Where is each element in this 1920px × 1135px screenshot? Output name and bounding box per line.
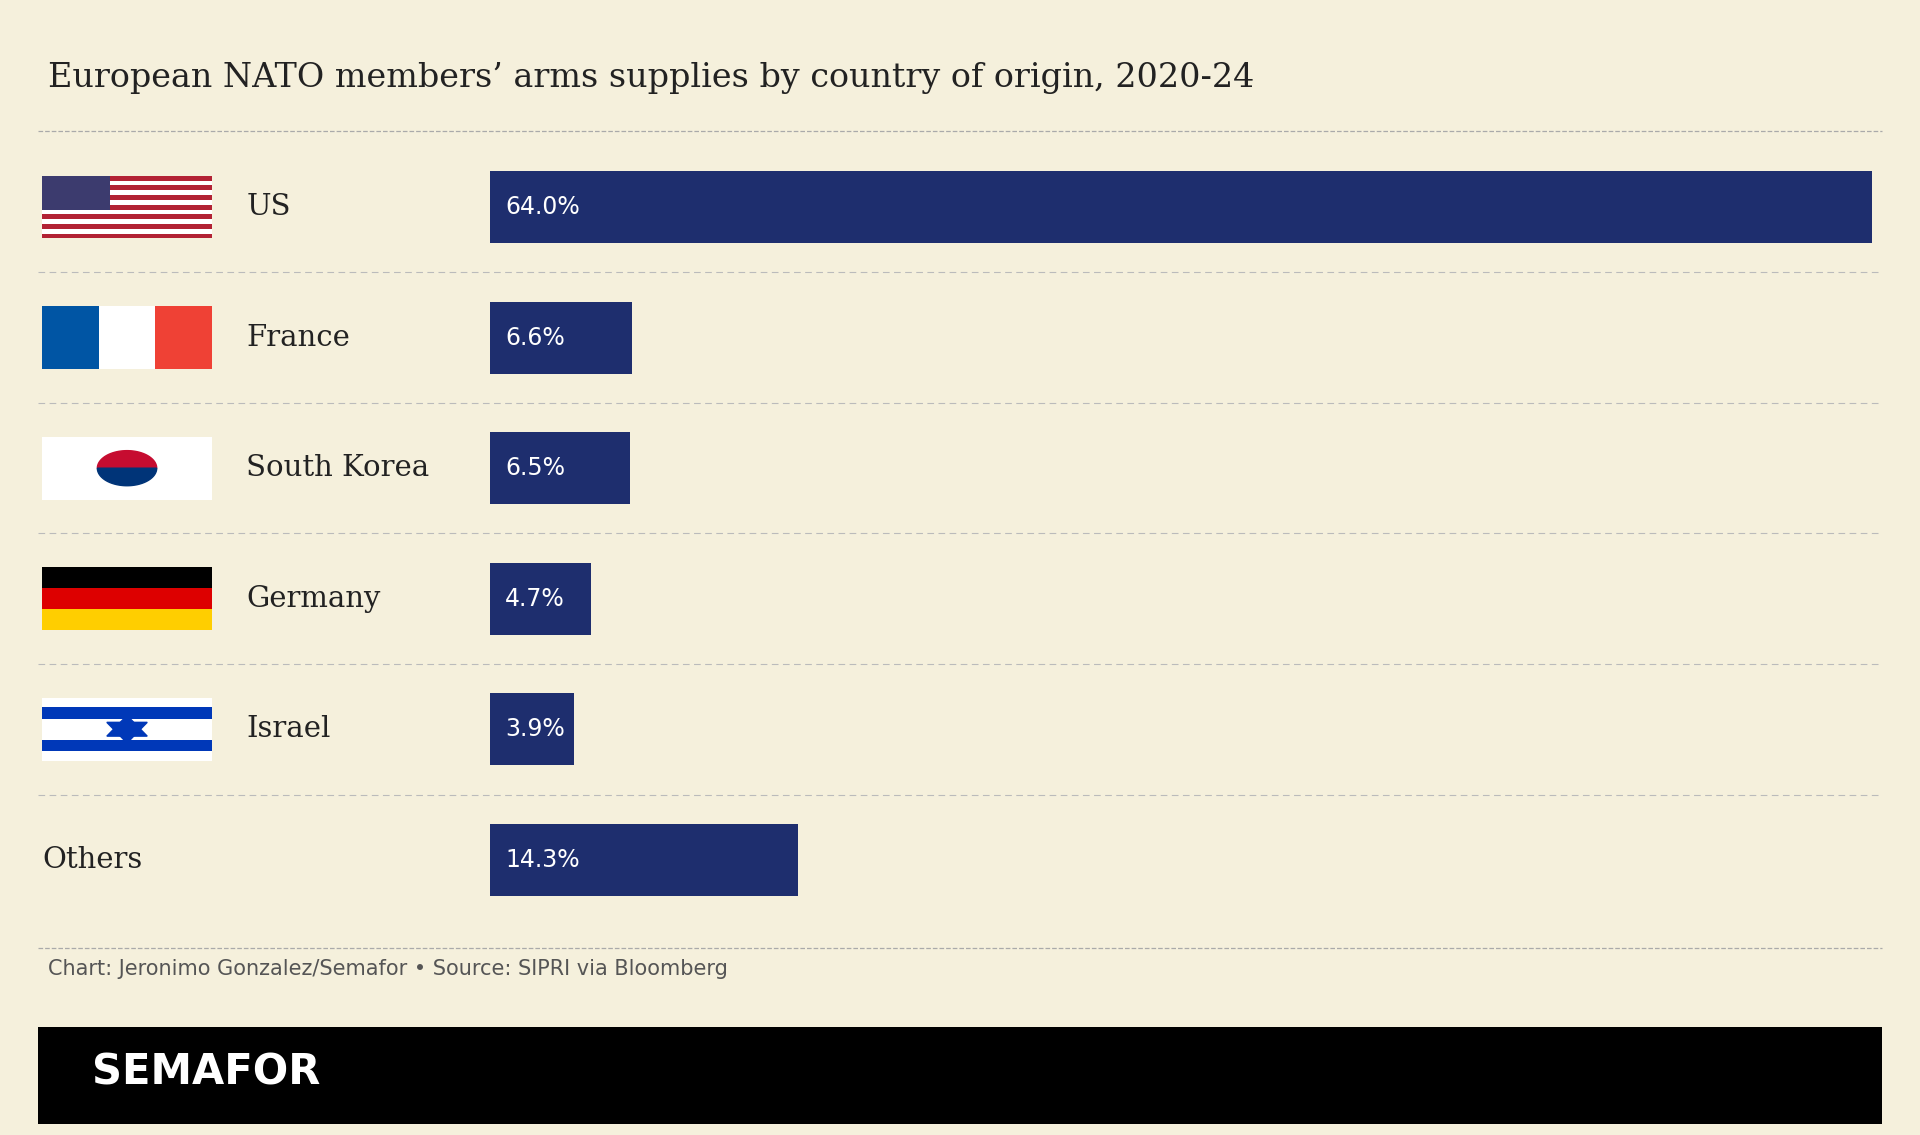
Bar (42, 195, 211, 200)
Bar (42, 698, 211, 760)
Bar (42, 568, 211, 588)
Text: Chart: Jeronimo Gonzalez/Semafor • Source: SIPRI via Bloomberg: Chart: Jeronimo Gonzalez/Semafor • Sourc… (48, 959, 728, 980)
Bar (42, 740, 211, 751)
Bar (42, 229, 211, 234)
Bar (42, 588, 211, 609)
Bar (42, 219, 211, 224)
Bar (42, 180, 211, 185)
Text: 6.6%: 6.6% (505, 326, 564, 350)
Bar (98, 306, 156, 369)
Polygon shape (98, 451, 157, 468)
Bar (42, 224, 211, 229)
Bar (42, 185, 211, 191)
Text: Others: Others (42, 846, 142, 874)
Text: 64.0%: 64.0% (505, 195, 580, 219)
Bar (42, 234, 211, 238)
Bar (42, 176, 211, 180)
Text: 4.7%: 4.7% (505, 587, 564, 611)
Text: France: France (246, 323, 349, 352)
Text: South Korea: South Korea (246, 454, 430, 482)
Text: Germany: Germany (246, 585, 380, 613)
Bar (42, 200, 211, 204)
Text: 6.5%: 6.5% (505, 456, 564, 480)
Text: Israel: Israel (246, 715, 330, 743)
FancyBboxPatch shape (490, 563, 591, 634)
FancyBboxPatch shape (490, 824, 799, 896)
FancyBboxPatch shape (490, 171, 1872, 243)
Polygon shape (108, 715, 148, 737)
Bar (42, 215, 211, 219)
Bar (42, 707, 211, 718)
Polygon shape (98, 468, 157, 486)
Bar (42, 609, 211, 630)
Text: 14.3%: 14.3% (505, 848, 580, 872)
FancyBboxPatch shape (490, 302, 632, 373)
FancyBboxPatch shape (490, 432, 630, 504)
Bar (42, 176, 109, 210)
Bar (42, 306, 98, 369)
Text: US: US (246, 193, 290, 221)
Bar (42, 191, 211, 195)
Bar (42, 204, 211, 210)
Polygon shape (108, 722, 148, 743)
Bar (156, 306, 211, 369)
Text: European NATO members’ arms supplies by country of origin, 2020-24: European NATO members’ arms supplies by … (48, 62, 1254, 94)
Bar (42, 210, 211, 215)
Text: 3.9%: 3.9% (505, 717, 564, 741)
Text: SEMAFOR: SEMAFOR (92, 1051, 321, 1094)
FancyBboxPatch shape (38, 1027, 1882, 1124)
Bar (42, 437, 211, 499)
FancyBboxPatch shape (490, 693, 574, 765)
